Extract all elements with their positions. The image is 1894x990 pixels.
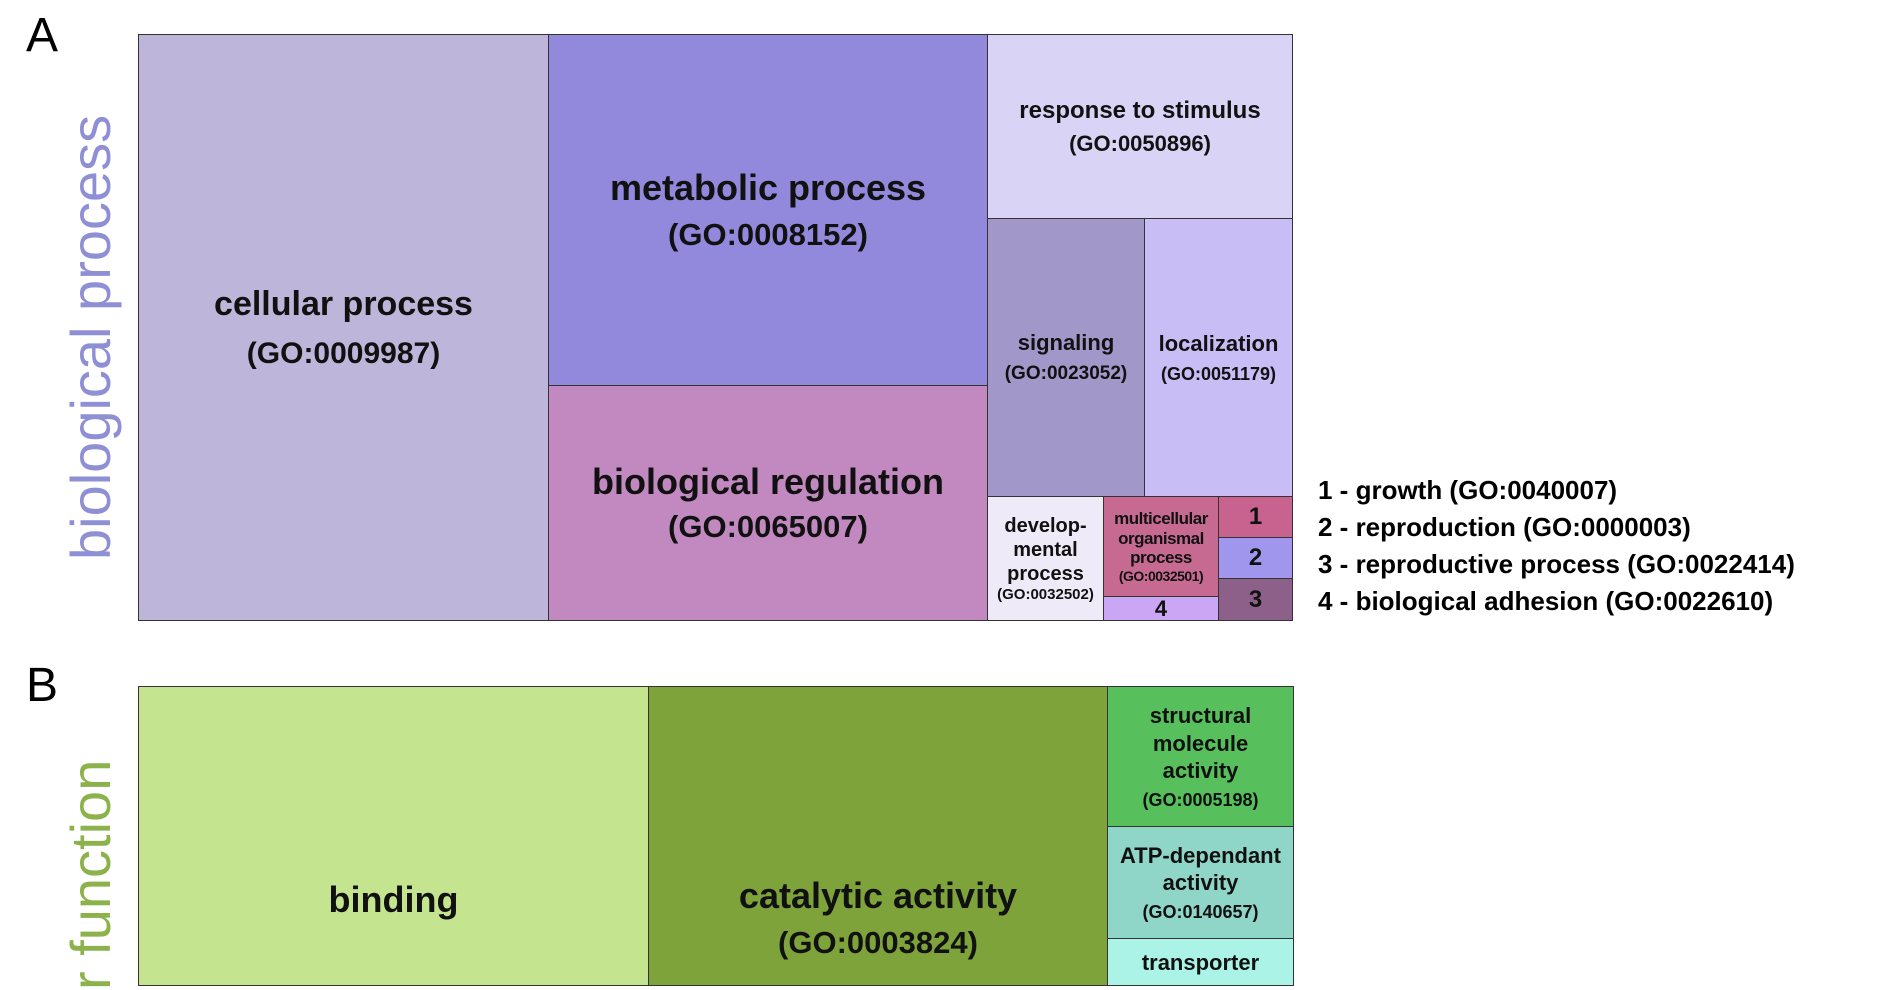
tile-multicellular-line1: multicellular <box>1114 509 1208 529</box>
panel-b-letter: B <box>26 659 59 712</box>
panel-a-side-label: biological process <box>59 114 122 560</box>
tile-developmental-process-line3: process <box>1007 562 1084 585</box>
tile-catalytic-activity: catalytic activity (GO:0003824) <box>648 686 1108 986</box>
tile-multicellular-line2: organismal <box>1118 528 1204 548</box>
tile-cellular-process-name: cellular process <box>214 284 473 323</box>
tile-cellular-process-id: (GO:0009987) <box>246 337 441 370</box>
tile-response-to-stimulus: response to stimulus (GO:0050896) <box>987 34 1293 219</box>
tile-multicellular-id: (GO:0032501) <box>1118 567 1204 584</box>
tile-biological-regulation-id: (GO:0065007) <box>668 509 868 545</box>
tile-small-4-biological-adhesion: 4 <box>1103 596 1219 621</box>
tile-localization-name: localization <box>1158 330 1279 356</box>
panel-a-letter: A <box>26 9 59 62</box>
tile-transporter-name: transporter <box>1141 950 1260 975</box>
tile-structural-line1: structural <box>1149 703 1252 728</box>
tile-metabolic-process-id: (GO:0008152) <box>668 217 868 253</box>
tile-metabolic-process: metabolic process (GO:0008152) <box>548 34 988 386</box>
tile-small-1-growth: 1 <box>1218 496 1293 538</box>
tile-structural-molecule-activity: structural molecule activity (GO:0005198… <box>1107 686 1294 827</box>
panel-b-side-label: r function <box>59 759 122 990</box>
legend-panel-a: 1 - growth (GO:0040007) 2 - reproduction… <box>1318 472 1795 620</box>
tile-catalytic-activity-id: (GO:0003824) <box>778 925 978 960</box>
tile-binding: binding <box>138 686 649 986</box>
tile-small-1-label: 1 <box>1248 503 1263 530</box>
tile-atp-line2: activity <box>1162 870 1239 896</box>
tile-response-to-stimulus-name: response to stimulus <box>1019 96 1261 124</box>
legend-item-4: 4 - biological adhesion (GO:0022610) <box>1318 586 1774 616</box>
tile-localization-id: (GO:0051179) <box>1160 364 1277 384</box>
tile-structural-line3: activity <box>1162 758 1239 783</box>
tile-small-4-label: 4 <box>1154 596 1168 621</box>
tile-transporter: transporter <box>1107 938 1294 986</box>
tile-small-2-reproduction: 2 <box>1218 537 1293 579</box>
tile-small-2-label: 2 <box>1248 544 1263 571</box>
legend-item-2: 2 - reproduction (GO:0000003) <box>1318 512 1691 542</box>
tile-atp-line1: ATP-dependant <box>1120 842 1281 868</box>
tile-multicellular-line3: process <box>1130 548 1192 568</box>
tile-small-3-label: 3 <box>1248 585 1263 613</box>
tile-catalytic-activity-name: catalytic activity <box>738 875 1018 916</box>
tile-structural-id: (GO:0005198) <box>1142 789 1259 810</box>
tile-developmental-process: develop- mental process (GO:0032502) <box>987 496 1104 621</box>
tile-atp-id: (GO:0140657) <box>1142 901 1259 922</box>
tile-small-3-reproductive-process: 3 <box>1218 578 1293 621</box>
tile-biological-regulation: biological regulation (GO:0065007) <box>548 385 988 621</box>
tile-multicellular-organismal-process: multicellular organismal process (GO:003… <box>1103 496 1219 597</box>
tile-developmental-process-line1: develop- <box>1004 514 1087 537</box>
tile-atp-dependant-activity: ATP-dependant activity (GO:0140657) <box>1107 826 1294 939</box>
tile-cellular-process: cellular process (GO:0009987) <box>138 34 549 621</box>
tile-structural-line2: molecule <box>1152 730 1249 756</box>
tile-developmental-process-line2: mental <box>1013 538 1078 561</box>
tile-signaling: signaling (GO:0023052) <box>987 218 1145 497</box>
tile-metabolic-process-name: metabolic process <box>609 167 927 209</box>
tile-biological-regulation-name: biological regulation <box>591 461 945 503</box>
tile-signaling-name: signaling <box>1017 329 1115 355</box>
tile-response-to-stimulus-id: (GO:0050896) <box>1069 130 1211 156</box>
legend-item-3: 3 - reproductive process (GO:0022414) <box>1318 549 1795 579</box>
tile-localization: localization (GO:0051179) <box>1144 218 1293 497</box>
tile-signaling-id: (GO:0023052) <box>1004 363 1128 385</box>
tile-binding-name: binding <box>328 878 459 920</box>
legend-item-1: 1 - growth (GO:0040007) <box>1318 475 1618 505</box>
tile-developmental-process-id: (GO:0032502) <box>997 585 1094 603</box>
